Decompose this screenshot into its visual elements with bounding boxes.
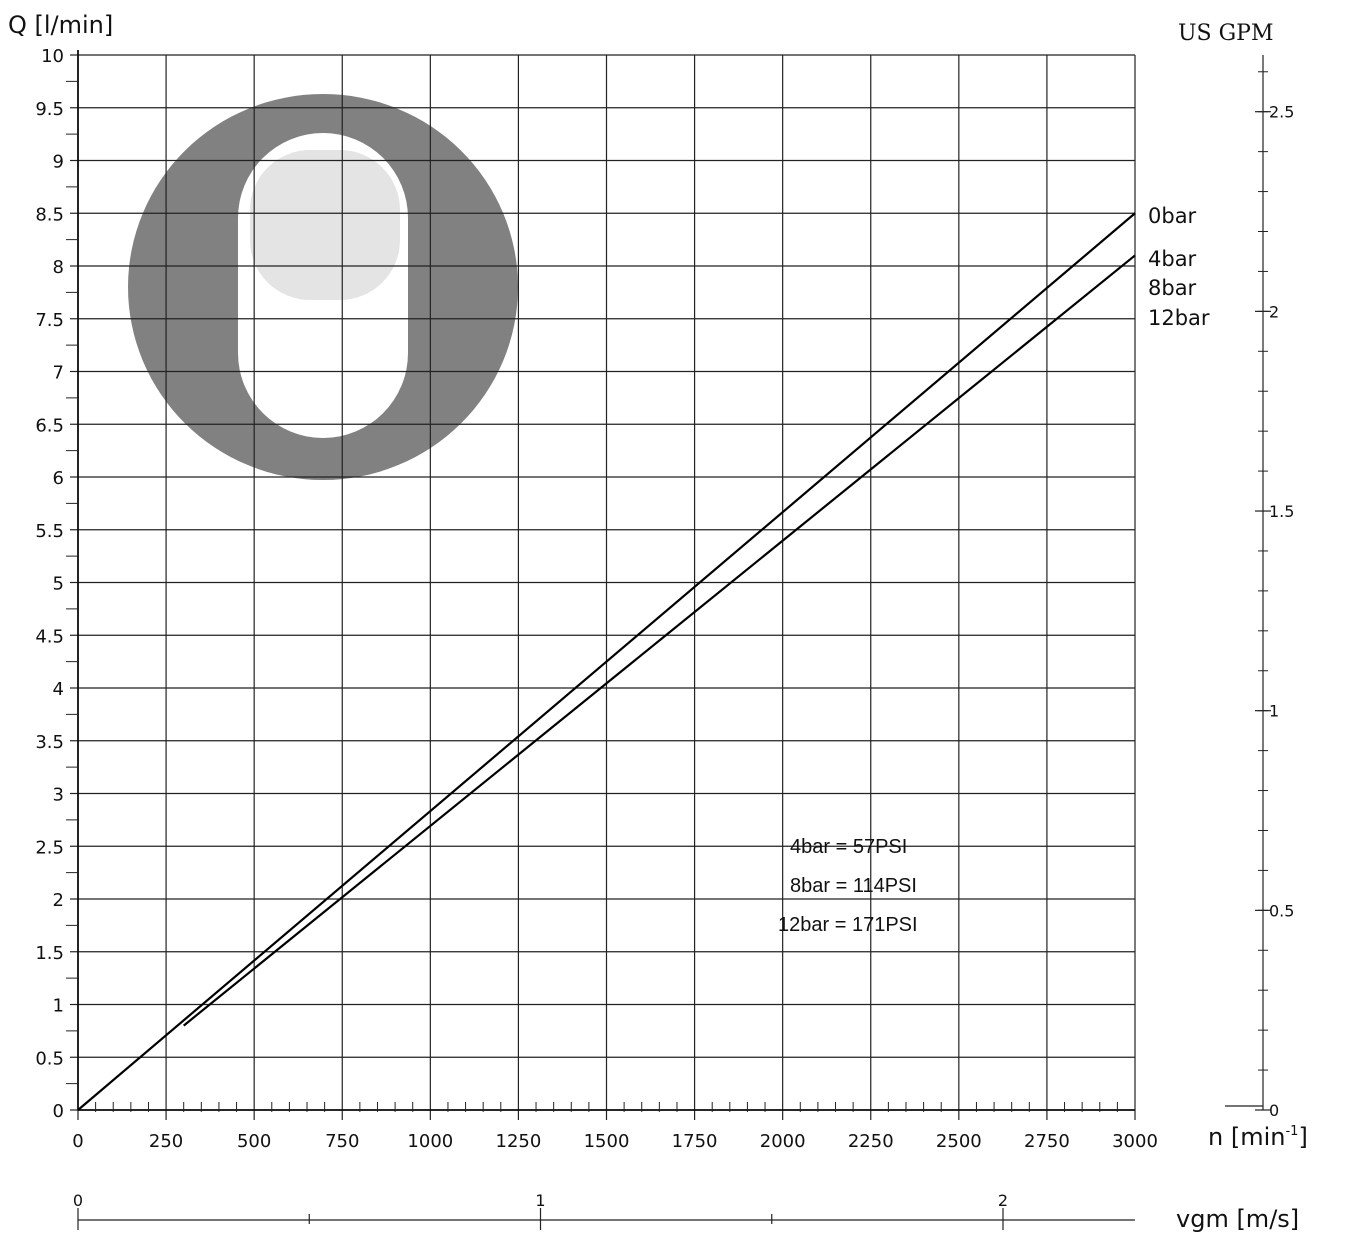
grid-layer [70,50,1271,1230]
x-tick-label: 250 [149,1131,183,1152]
tick-labels: 0 0.5 1 1.5 2 2.5 3 3.5 4 4.5 5 5.5 6 6.5 7 7.5 8 8.5 9 9.5… [35,46,1294,1210]
y-tick-label: 4.5 [35,626,64,647]
series-line-0 [77,212,1136,1111]
x-tick-label: 1000 [407,1131,453,1152]
line-label-8bar: 8bar [1148,276,1197,300]
velocity-tick-label: 1 [535,1191,545,1210]
x-tick-label: 1250 [496,1131,542,1152]
annotation-4bar: 4bar = 57PSI [790,836,907,858]
y-tick-label: 8.5 [35,204,64,225]
x-axis-title: n [min-1] [1208,1123,1308,1151]
y-tick-label: 3.5 [35,732,64,753]
y-tick-label: 9 [53,152,64,173]
y-tick-label: 5.5 [35,521,64,542]
y2-tick-label: 0.5 [1269,901,1294,920]
y-tick-label: 2.5 [35,837,64,858]
y2-tick-label: 2 [1269,302,1279,321]
y2-axis-title: US GPM [1178,21,1274,46]
velocity-axis-title: vgm [m/s] [1176,1205,1299,1232]
series-layer [77,212,1136,1111]
y-tick-label: 6 [53,468,64,489]
x-tick-label: 1750 [672,1131,718,1152]
y-tick-label: 4 [53,679,64,700]
x-tick-label: 2750 [1024,1131,1070,1152]
x-tick-label: 2500 [936,1131,982,1152]
y-tick-label: 0.5 [35,1048,64,1069]
velocity-tick-label: 0 [73,1191,83,1210]
y-tick-label: 6.5 [35,415,64,436]
y2-tick-label: 1 [1269,702,1279,721]
x-tick-label: 750 [325,1131,359,1152]
line-label-0bar: 0bar [1148,204,1197,228]
y-tick-label: 0 [53,1101,64,1122]
y2-tick-label: 0 [1269,1101,1279,1120]
velocity-tick-label: 2 [998,1191,1008,1210]
annotation-8bar: 8bar = 114PSI [790,875,917,897]
y2-tick-label: 2.5 [1269,103,1294,122]
x-tick-label: 0 [72,1131,83,1152]
x-tick-label: 3000 [1112,1131,1158,1152]
y-tick-label: 7.5 [35,310,64,331]
y-tick-label: 7 [53,363,64,384]
line-label-12bar: 12bar [1148,306,1210,330]
y-tick-label: 5 [53,574,64,595]
x-tick-label: 500 [237,1131,271,1152]
y-tick-label: 1 [53,996,64,1017]
y-tick-label: 9.5 [35,99,64,120]
x-tick-label: 2250 [848,1131,894,1152]
y-tick-label: 2 [53,890,64,911]
minor-ticks [66,71,1268,1112]
series-line-1 [183,254,1136,1027]
y2-tick-label: 1.5 [1269,502,1294,521]
y-axis-title: Q [l/min] [8,11,113,39]
x-tick-label: 1500 [584,1131,630,1152]
y-tick-label: 8 [53,257,64,278]
y-tick-label: 1.5 [35,943,64,964]
y-tick-label: 10 [41,46,64,67]
x-tick-label: 2000 [760,1131,806,1152]
o-ring-logo [128,94,518,480]
annotation-12bar: 12bar = 171PSI [778,914,918,936]
y-tick-label: 3 [53,785,64,806]
line-label-4bar: 4bar [1148,247,1197,271]
